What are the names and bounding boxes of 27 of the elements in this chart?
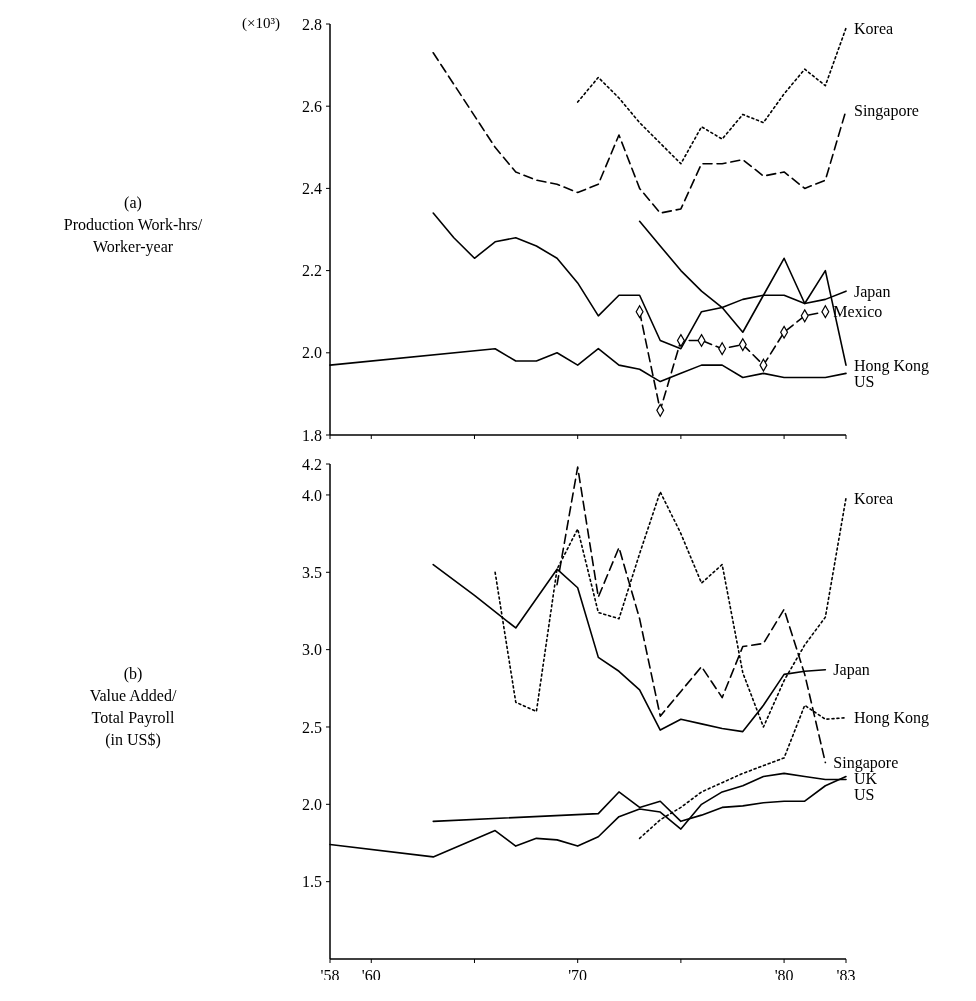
y-tick-label: 3.0 [302, 641, 322, 659]
y-tick-label: 2.5 [302, 718, 322, 736]
y-tick-label: 2.6 [302, 97, 322, 115]
y-tick-label: 3.5 [302, 563, 322, 581]
y-tick-label: 4.0 [302, 486, 322, 504]
series-label: Hong Kong [854, 356, 930, 375]
y-tick-label: 1.5 [302, 873, 322, 891]
y-tick-label: 2.2 [302, 262, 322, 280]
series-label: US [854, 372, 875, 390]
y-tick-label: 2.4 [302, 180, 322, 197]
y-tick-label: 2.8 [302, 15, 322, 33]
series-label: Hong Kong [854, 709, 930, 728]
y-tick-label: 4.2 [302, 455, 322, 473]
y-axis-title: (b) Value Added/ Total Payroll (in US$) [89, 664, 177, 749]
text: (×10³) [242, 15, 280, 32]
series-label: US [854, 786, 875, 804]
series-label: Japan [833, 661, 870, 680]
y-tick-label: 1.8 [302, 426, 322, 444]
y-tick-label: 2.0 [302, 344, 322, 362]
series-label: Korea [854, 489, 894, 507]
y-tick-label: 2.0 [302, 795, 322, 813]
series-label: Singapore [854, 101, 919, 120]
y-axis-title: (a) Production Work-hrs/ Worker-year [63, 193, 203, 256]
series-label: Korea [854, 19, 894, 37]
series-label: Mexico [833, 303, 883, 321]
series-label: Japan [854, 282, 891, 301]
series-label: Singapore [833, 754, 899, 773]
